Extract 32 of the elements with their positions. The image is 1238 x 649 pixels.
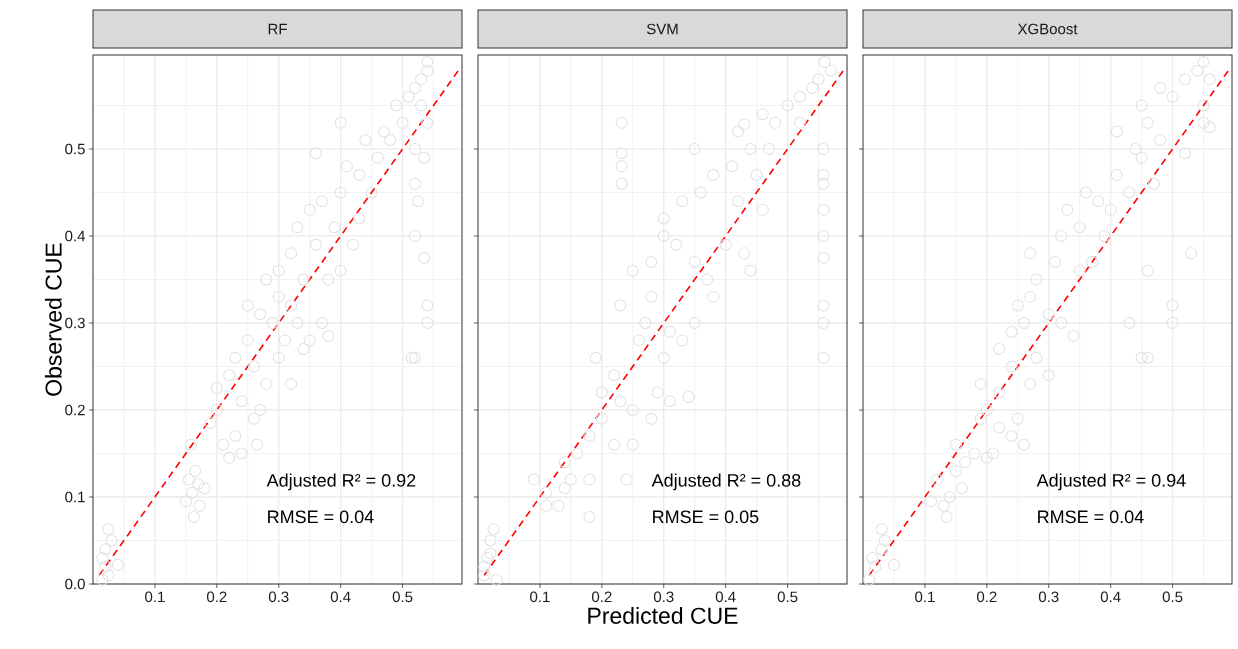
y-tick-label: 0.3 [65,317,85,329]
y-tick-label: 0.0 [65,578,85,590]
x-tick-label: 0.4 [715,591,736,603]
annotation: Adjusted R² = 0.94 [1036,473,1186,491]
x-tick-label: 0.2 [976,591,997,603]
annotation: RMSE = 0.04 [1038,510,1144,524]
chart-title: XGBoost [1017,23,1078,35]
x-tick-label: 0.2 [206,591,227,603]
annotation: Adjusted R² = 0.92 [266,473,416,491]
y-tick-label: 0.4 [65,230,86,242]
y-axis-title: Observed CUE [44,243,62,396]
x-tick-label: 0.1 [530,591,550,603]
y-tick-label: 0.5 [65,143,85,155]
annotation: RMSE = 0.05 [653,510,759,524]
chart-title: SVM [646,23,678,35]
annotation: RMSE = 0.04 [268,510,374,524]
x-tick-label: 0.5 [1162,591,1183,603]
x-tick-label: 0.1 [145,591,165,603]
x-tick-label: 0.3 [268,591,289,603]
chart-title: RF [268,23,287,35]
x-axis-title: Predicted CUE [588,607,738,624]
y-tick-label: 0.2 [65,404,85,416]
x-tick-label: 0.5 [777,591,798,603]
x-tick-label: 0.1 [915,591,935,603]
x-tick-label: 0.5 [392,591,413,603]
y-tick-label: 0.1 [65,491,85,503]
x-tick-label: 0.4 [330,591,351,603]
annotation: Adjusted R² = 0.88 [651,473,801,491]
x-tick-label: 0.4 [1100,591,1121,603]
x-tick-label: 0.3 [653,591,674,603]
x-tick-label: 0.3 [1038,591,1059,603]
x-tick-label: 0.2 [591,591,612,603]
